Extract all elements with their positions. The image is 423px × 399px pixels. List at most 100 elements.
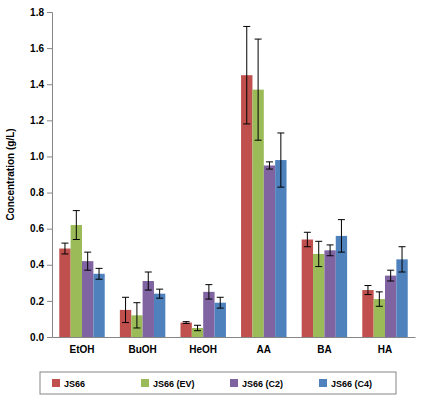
bar <box>71 225 82 337</box>
error-cap <box>387 270 394 271</box>
error-bar <box>96 268 103 279</box>
error-line <box>208 285 209 299</box>
error-cap <box>315 266 322 267</box>
y-tick-mark <box>47 265 52 266</box>
error-cap <box>277 187 284 188</box>
y-tick-mark <box>47 229 52 230</box>
legend-entry: JS66 (C4) <box>319 379 372 389</box>
series <box>71 39 385 337</box>
legend-swatch <box>319 379 327 387</box>
error-bar <box>243 26 250 124</box>
y-tick: 1.0 <box>30 151 52 162</box>
error-cap <box>399 246 406 247</box>
error-line <box>197 325 198 330</box>
error-cap <box>364 294 371 295</box>
y-tick-label: 1.0 <box>30 151 44 162</box>
bar <box>324 250 335 337</box>
bar <box>215 303 226 337</box>
bar <box>264 165 275 337</box>
x-axis-line <box>53 337 416 338</box>
error-cap <box>327 244 334 245</box>
error-bar <box>399 247 406 272</box>
error-bar <box>266 162 273 169</box>
error-cap <box>243 123 250 124</box>
legend-swatch <box>230 379 238 387</box>
error-cap <box>183 323 190 324</box>
error-bar <box>61 243 68 254</box>
y-tick-label: 0.2 <box>30 296 44 307</box>
y-tick-mark <box>47 12 52 13</box>
error-cap <box>61 253 68 254</box>
error-cap <box>327 255 334 256</box>
error-line <box>341 220 342 253</box>
error-bar <box>304 232 311 246</box>
error-cap <box>73 239 80 240</box>
y-tick: 0.4 <box>30 259 52 270</box>
x-tick-label: AA <box>257 344 271 355</box>
x-tick-label: BuOH <box>128 344 156 355</box>
error-line <box>136 303 137 328</box>
series <box>82 162 396 337</box>
error-line <box>87 252 88 270</box>
error-bar <box>327 245 334 256</box>
x-tick: BA <box>317 337 331 355</box>
error-bar <box>145 272 152 290</box>
error-cap <box>133 302 140 303</box>
error-cap <box>96 268 103 269</box>
y-tick-label: 0.8 <box>30 187 44 198</box>
error-line <box>390 270 391 281</box>
legend-label: JS66 (C4) <box>331 379 372 389</box>
x-tick: EtOH <box>69 337 94 355</box>
error-line <box>280 133 281 187</box>
error-cap <box>156 298 163 299</box>
bar <box>302 240 313 338</box>
error-line <box>258 39 259 140</box>
error-cap <box>84 252 91 253</box>
error-cap <box>73 210 80 211</box>
error-line <box>76 211 77 240</box>
y-axis-line <box>47 13 53 338</box>
error-cap <box>84 270 91 271</box>
error-cap <box>364 285 371 286</box>
bar <box>313 254 324 337</box>
plot: 0.00.20.40.60.81.01.21.41.61.8EtOHBuOHHe… <box>30 7 415 355</box>
bar <box>203 292 214 337</box>
error-cap <box>304 232 311 233</box>
error-line <box>330 245 331 256</box>
x-axis: EtOH BuOH HeOH AA BA HA <box>53 337 416 355</box>
error-cap <box>156 289 163 290</box>
error-bar <box>277 133 284 187</box>
error-line <box>220 297 221 308</box>
y-tick-label: 0.4 <box>30 259 44 270</box>
legend: JS66JS66 (EV)JS66 (C2)JS66 (C4) <box>40 372 396 394</box>
y-tick: 1.8 <box>30 7 52 18</box>
x-tick-label: BA <box>317 344 331 355</box>
error-cap <box>96 279 103 280</box>
bars <box>59 26 407 337</box>
y-tick-mark <box>47 301 52 302</box>
x-tick-label: HeOH <box>189 344 217 355</box>
error-bar <box>315 241 322 266</box>
error-line <box>307 232 308 246</box>
y-tick-label: 1.4 <box>30 79 44 90</box>
error-cap <box>277 132 284 133</box>
legend-label: JS66 (C2) <box>242 379 283 389</box>
error-bar <box>376 292 383 306</box>
error-cap <box>194 325 201 326</box>
y-tick: 1.6 <box>30 43 52 54</box>
bar <box>385 276 396 337</box>
error-line <box>269 162 270 169</box>
series <box>59 26 373 337</box>
series <box>93 133 407 337</box>
error-cap <box>243 26 250 27</box>
y-axis: 0.00.20.40.60.81.01.21.41.61.8 <box>30 7 52 343</box>
y-tick-mark <box>47 337 52 338</box>
error-cap <box>205 299 212 300</box>
x-tick-label: EtOH <box>69 344 94 355</box>
error-line <box>402 247 403 272</box>
error-cap <box>387 281 394 282</box>
bar <box>59 249 70 337</box>
x-tick-label: HA <box>378 344 392 355</box>
y-tick-label: 0.6 <box>30 223 44 234</box>
error-bar <box>217 297 224 308</box>
